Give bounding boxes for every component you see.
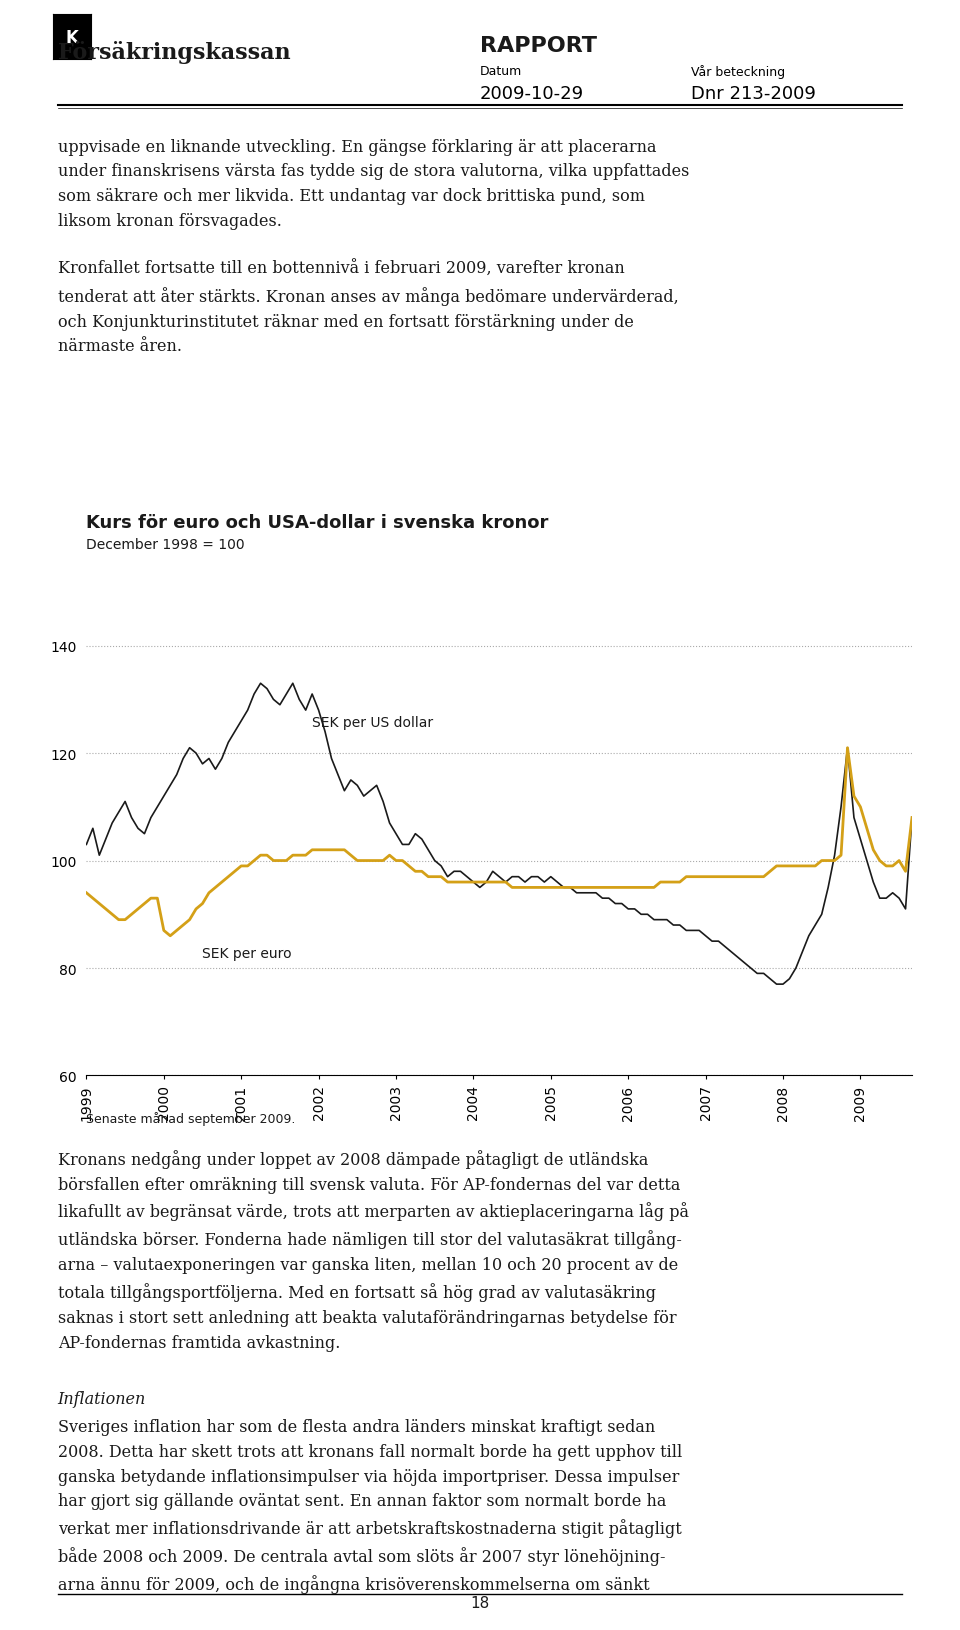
Text: 18: 18 (470, 1596, 490, 1610)
Text: Senaste månad september 2009.: Senaste månad september 2009. (86, 1112, 296, 1126)
Text: Kronans nedgång under loppet av 2008 dämpade påtagligt de utländska
börsfallen e: Kronans nedgång under loppet av 2008 däm… (58, 1149, 688, 1351)
Text: RAPPORT: RAPPORT (480, 36, 597, 55)
Text: December 1998 = 100: December 1998 = 100 (86, 538, 245, 553)
Text: Datum: Datum (480, 65, 522, 78)
Text: Försäkringskassan: Försäkringskassan (58, 41, 290, 64)
Text: SEK per US dollar: SEK per US dollar (312, 716, 433, 730)
Text: K: K (65, 28, 79, 47)
Text: Sveriges inflation har som de flesta andra länders minskat kraftigt sedan
2008. : Sveriges inflation har som de flesta and… (58, 1418, 682, 1593)
Text: Vår beteckning: Vår beteckning (691, 65, 785, 80)
Text: Kurs för euro och USA-dollar i svenska kronor: Kurs för euro och USA-dollar i svenska k… (86, 513, 549, 531)
Text: 2009-10-29: 2009-10-29 (480, 85, 584, 103)
Text: Dnr 213-2009: Dnr 213-2009 (691, 85, 816, 103)
Text: Kronfallet fortsatte till en bottennivå i februari 2009, varefter kronan
tendera: Kronfallet fortsatte till en bottennivå … (58, 261, 679, 355)
Text: SEK per euro: SEK per euro (203, 947, 292, 960)
Text: uppvisade en liknande utveckling. En gängse förklaring är att placerarna
under f: uppvisade en liknande utveckling. En gän… (58, 139, 689, 230)
Text: Inflationen: Inflationen (58, 1390, 146, 1407)
